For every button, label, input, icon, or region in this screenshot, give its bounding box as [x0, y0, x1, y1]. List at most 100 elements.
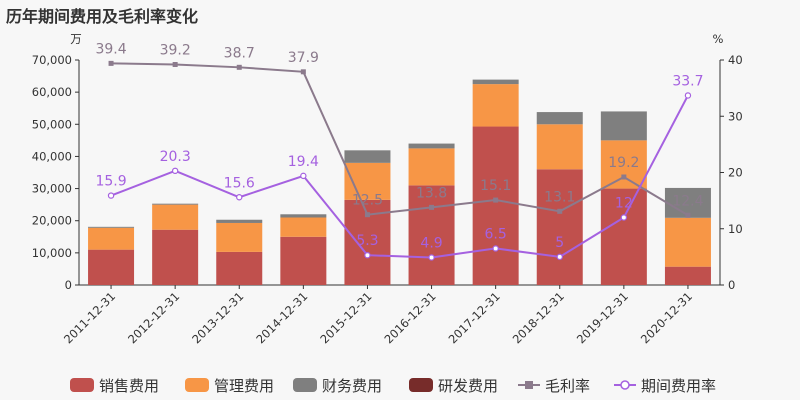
expense-ratio-label: 19.4 [288, 154, 319, 170]
bar-finance [536, 112, 583, 125]
expense-ratio-point [492, 245, 499, 252]
gross-margin-point [300, 69, 306, 75]
bar-admin [152, 204, 199, 230]
legend-label: 期间费用率 [641, 377, 716, 395]
bar-finance [408, 143, 455, 149]
y-tick-label-left: 70,000 [32, 53, 72, 67]
expense-ratio-label: 6.5 [485, 226, 507, 242]
y-tick-label-left: 60,000 [32, 85, 72, 99]
gross-margin-point [685, 212, 691, 218]
bar-sales [88, 249, 135, 285]
gross-margin-point [429, 204, 435, 210]
legend-label: 财务费用 [322, 377, 382, 395]
bar-finance [280, 214, 327, 218]
expense-ratio-point [556, 253, 563, 261]
bar-sales [536, 169, 583, 285]
bar-admin [664, 217, 711, 267]
legend-marker [620, 380, 630, 390]
y-tick-label-left: 0 [65, 278, 72, 292]
bar-sales [216, 251, 263, 285]
gross-margin-point [557, 208, 563, 214]
expense-ratio-label: 5.3 [356, 233, 378, 249]
expense-ratio-line [110, 94, 689, 259]
expense-ratio-point [171, 167, 179, 175]
gross-margin-label: 13.8 [416, 185, 447, 201]
gross-margin-point [108, 60, 114, 66]
legend-swatch [409, 378, 433, 392]
bar-finance [600, 111, 647, 141]
expense-ratio-label: 15.9 [95, 174, 126, 190]
gross-margin-point [621, 174, 627, 180]
x-tick-label: 2019-12-31 [574, 289, 631, 346]
y-tick-label-left: 30,000 [32, 182, 72, 196]
y-tick-label-left: 40,000 [32, 149, 72, 163]
expense-ratio-label: 33.7 [672, 73, 703, 89]
y-tick-label-right: 20 [728, 166, 743, 180]
bar-sales [664, 266, 711, 285]
bar-finance [472, 79, 519, 85]
legend-swatch [293, 378, 317, 392]
x-tick-label: 2015-12-31 [317, 289, 374, 346]
legend-label: 管理费用 [214, 377, 274, 395]
gross-margin-label: 19.2 [608, 155, 639, 171]
y-tick-label-right: 10 [728, 222, 743, 236]
bar-admin [280, 217, 327, 237]
gross-margin-point [493, 197, 499, 203]
expense-ratio-point [428, 254, 435, 261]
y-tick-label-right: 30 [728, 109, 743, 123]
x-tick-label: 2012-12-31 [125, 289, 182, 346]
legend-label: 毛利率 [545, 377, 590, 395]
y-tick-label-left: 50,000 [32, 117, 72, 131]
gross-margin-point [172, 62, 178, 67]
x-tick-label: 2014-12-31 [253, 289, 310, 346]
gross-margin-point [236, 64, 242, 70]
bar-admin [408, 148, 455, 186]
bar-finance [216, 219, 263, 223]
x-tick-label: 2013-12-31 [189, 289, 246, 346]
bar-finance [344, 150, 391, 163]
legend-label: 销售费用 [99, 377, 159, 395]
y-tick-label-right: 0 [728, 278, 735, 292]
expense-ratio-label: 12 [615, 196, 633, 212]
y-tick-label-right: 40 [728, 53, 743, 67]
bar-sales [408, 185, 455, 285]
expense-ratio-point [364, 251, 371, 259]
x-tick-label: 2011-12-31 [61, 289, 118, 346]
gross-margin-line [111, 62, 689, 217]
legend-swatch [185, 378, 209, 392]
y-tick-label-left: 20,000 [32, 214, 72, 228]
gross-margin-label: 39.2 [160, 43, 191, 59]
bar-admin [472, 84, 519, 127]
y-tick-label-left: 10,000 [32, 246, 72, 260]
bar-finance [152, 203, 199, 205]
bar-sales [472, 126, 519, 286]
expense-ratio-label: 15.6 [224, 175, 255, 191]
legend-label: 研发费用 [438, 377, 498, 395]
gross-margin-point [364, 212, 370, 218]
expense-ratio-point [236, 194, 243, 201]
expense-ratio-point [684, 92, 692, 99]
expense-ratio-label: 4.9 [420, 235, 442, 251]
expense-ratio-label: 20.3 [160, 149, 191, 165]
chart-title: 历年期间费用及毛利率变化 [6, 7, 199, 26]
gross-margin-label: 37.9 [288, 50, 319, 66]
gross-margin-label: 38.7 [224, 45, 255, 61]
x-tick-label: 2020-12-31 [638, 289, 695, 346]
y-unit-left: 万 [70, 32, 82, 46]
bar-admin [88, 227, 135, 250]
x-tick-label: 2018-12-31 [510, 289, 567, 346]
gross-margin-label: 13.1 [544, 189, 575, 205]
legend-marker [525, 381, 533, 389]
bar-finance [88, 226, 135, 228]
gross-margin-label: 12.4 [672, 193, 703, 209]
bar-sales [280, 236, 327, 285]
y-unit-right: % [713, 32, 724, 46]
bar-sales [600, 188, 647, 285]
expense-ratio-label: 5 [555, 235, 564, 251]
bar-admin [600, 140, 647, 189]
x-tick-label: 2016-12-31 [382, 289, 439, 346]
gross-margin-label: 15.1 [480, 178, 511, 194]
bar-admin [216, 222, 263, 252]
gross-margin-label: 12.5 [352, 193, 383, 209]
